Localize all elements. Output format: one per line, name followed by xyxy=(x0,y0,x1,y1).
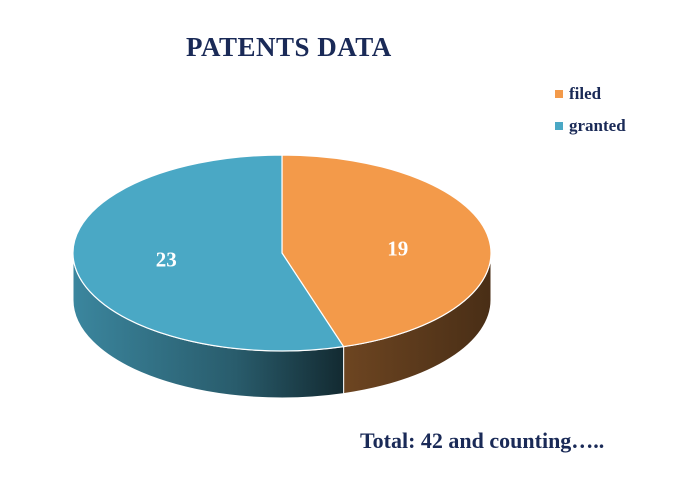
total-note: Total: 42 and counting….. xyxy=(360,428,604,454)
data-label-granted: 23 xyxy=(156,247,177,271)
data-label-filed: 19 xyxy=(387,237,408,261)
pie-tops xyxy=(73,155,491,351)
